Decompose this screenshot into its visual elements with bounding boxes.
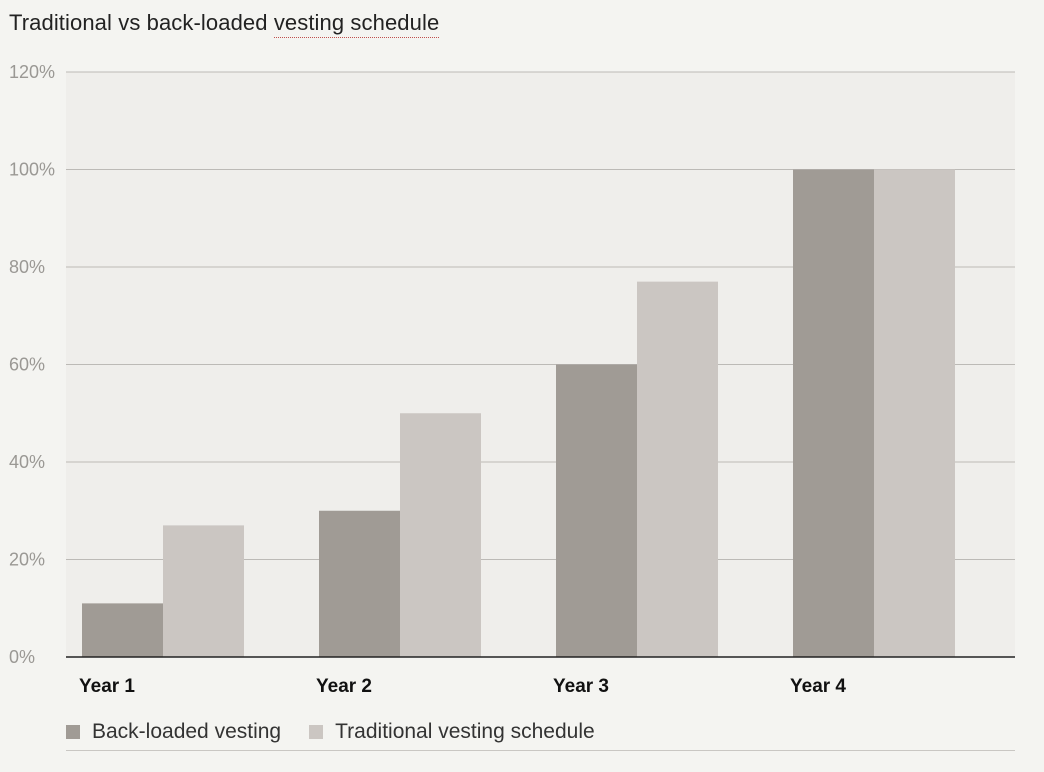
legend-swatch-back-loaded bbox=[66, 725, 80, 739]
y-tick-label: 40% bbox=[9, 452, 45, 472]
legend-label-traditional: Traditional vesting schedule bbox=[335, 720, 595, 743]
bar-traditional bbox=[163, 525, 244, 657]
y-tick-label: 0% bbox=[9, 647, 35, 667]
y-tick-label: 60% bbox=[9, 355, 45, 375]
y-tick-label: 100% bbox=[9, 160, 55, 180]
bar-back-loaded bbox=[556, 364, 637, 657]
chart-title: Traditional vs back-loaded vesting sched… bbox=[9, 10, 440, 38]
x-category-label: Year 2 bbox=[316, 676, 372, 697]
chart-plot: 0% 20% 40% 60% 80% 100% 120% Year 1 Year 2 Year 3… bbox=[9, 62, 1015, 697]
legend-item-traditional: Traditional vesting schedule bbox=[309, 720, 595, 744]
legend-label-back-loaded: Back-loaded vesting bbox=[92, 720, 282, 743]
bar-back-loaded bbox=[793, 169, 874, 657]
chart-title-highlight: vesting schedule bbox=[273, 10, 440, 38]
y-tick-label: 20% bbox=[9, 550, 45, 570]
bar-traditional bbox=[400, 413, 481, 657]
y-tick-label: 120% bbox=[9, 62, 55, 82]
bar-back-loaded bbox=[82, 603, 163, 657]
chart-legend: Back-loaded vesting Traditional vesting … bbox=[66, 714, 1015, 751]
y-tick-label: 80% bbox=[9, 257, 45, 277]
x-category-label: Year 1 bbox=[79, 676, 135, 697]
bar-traditional bbox=[874, 169, 955, 657]
x-category-label: Year 4 bbox=[790, 676, 846, 697]
bar-back-loaded bbox=[319, 510, 400, 657]
legend-item-back-loaded: Back-loaded vesting bbox=[66, 720, 281, 744]
chart-title-prefix: Traditional vs back-loaded bbox=[9, 10, 274, 35]
x-category-label: Year 3 bbox=[553, 676, 609, 697]
bar-traditional bbox=[637, 281, 718, 657]
legend-swatch-traditional bbox=[309, 725, 324, 739]
